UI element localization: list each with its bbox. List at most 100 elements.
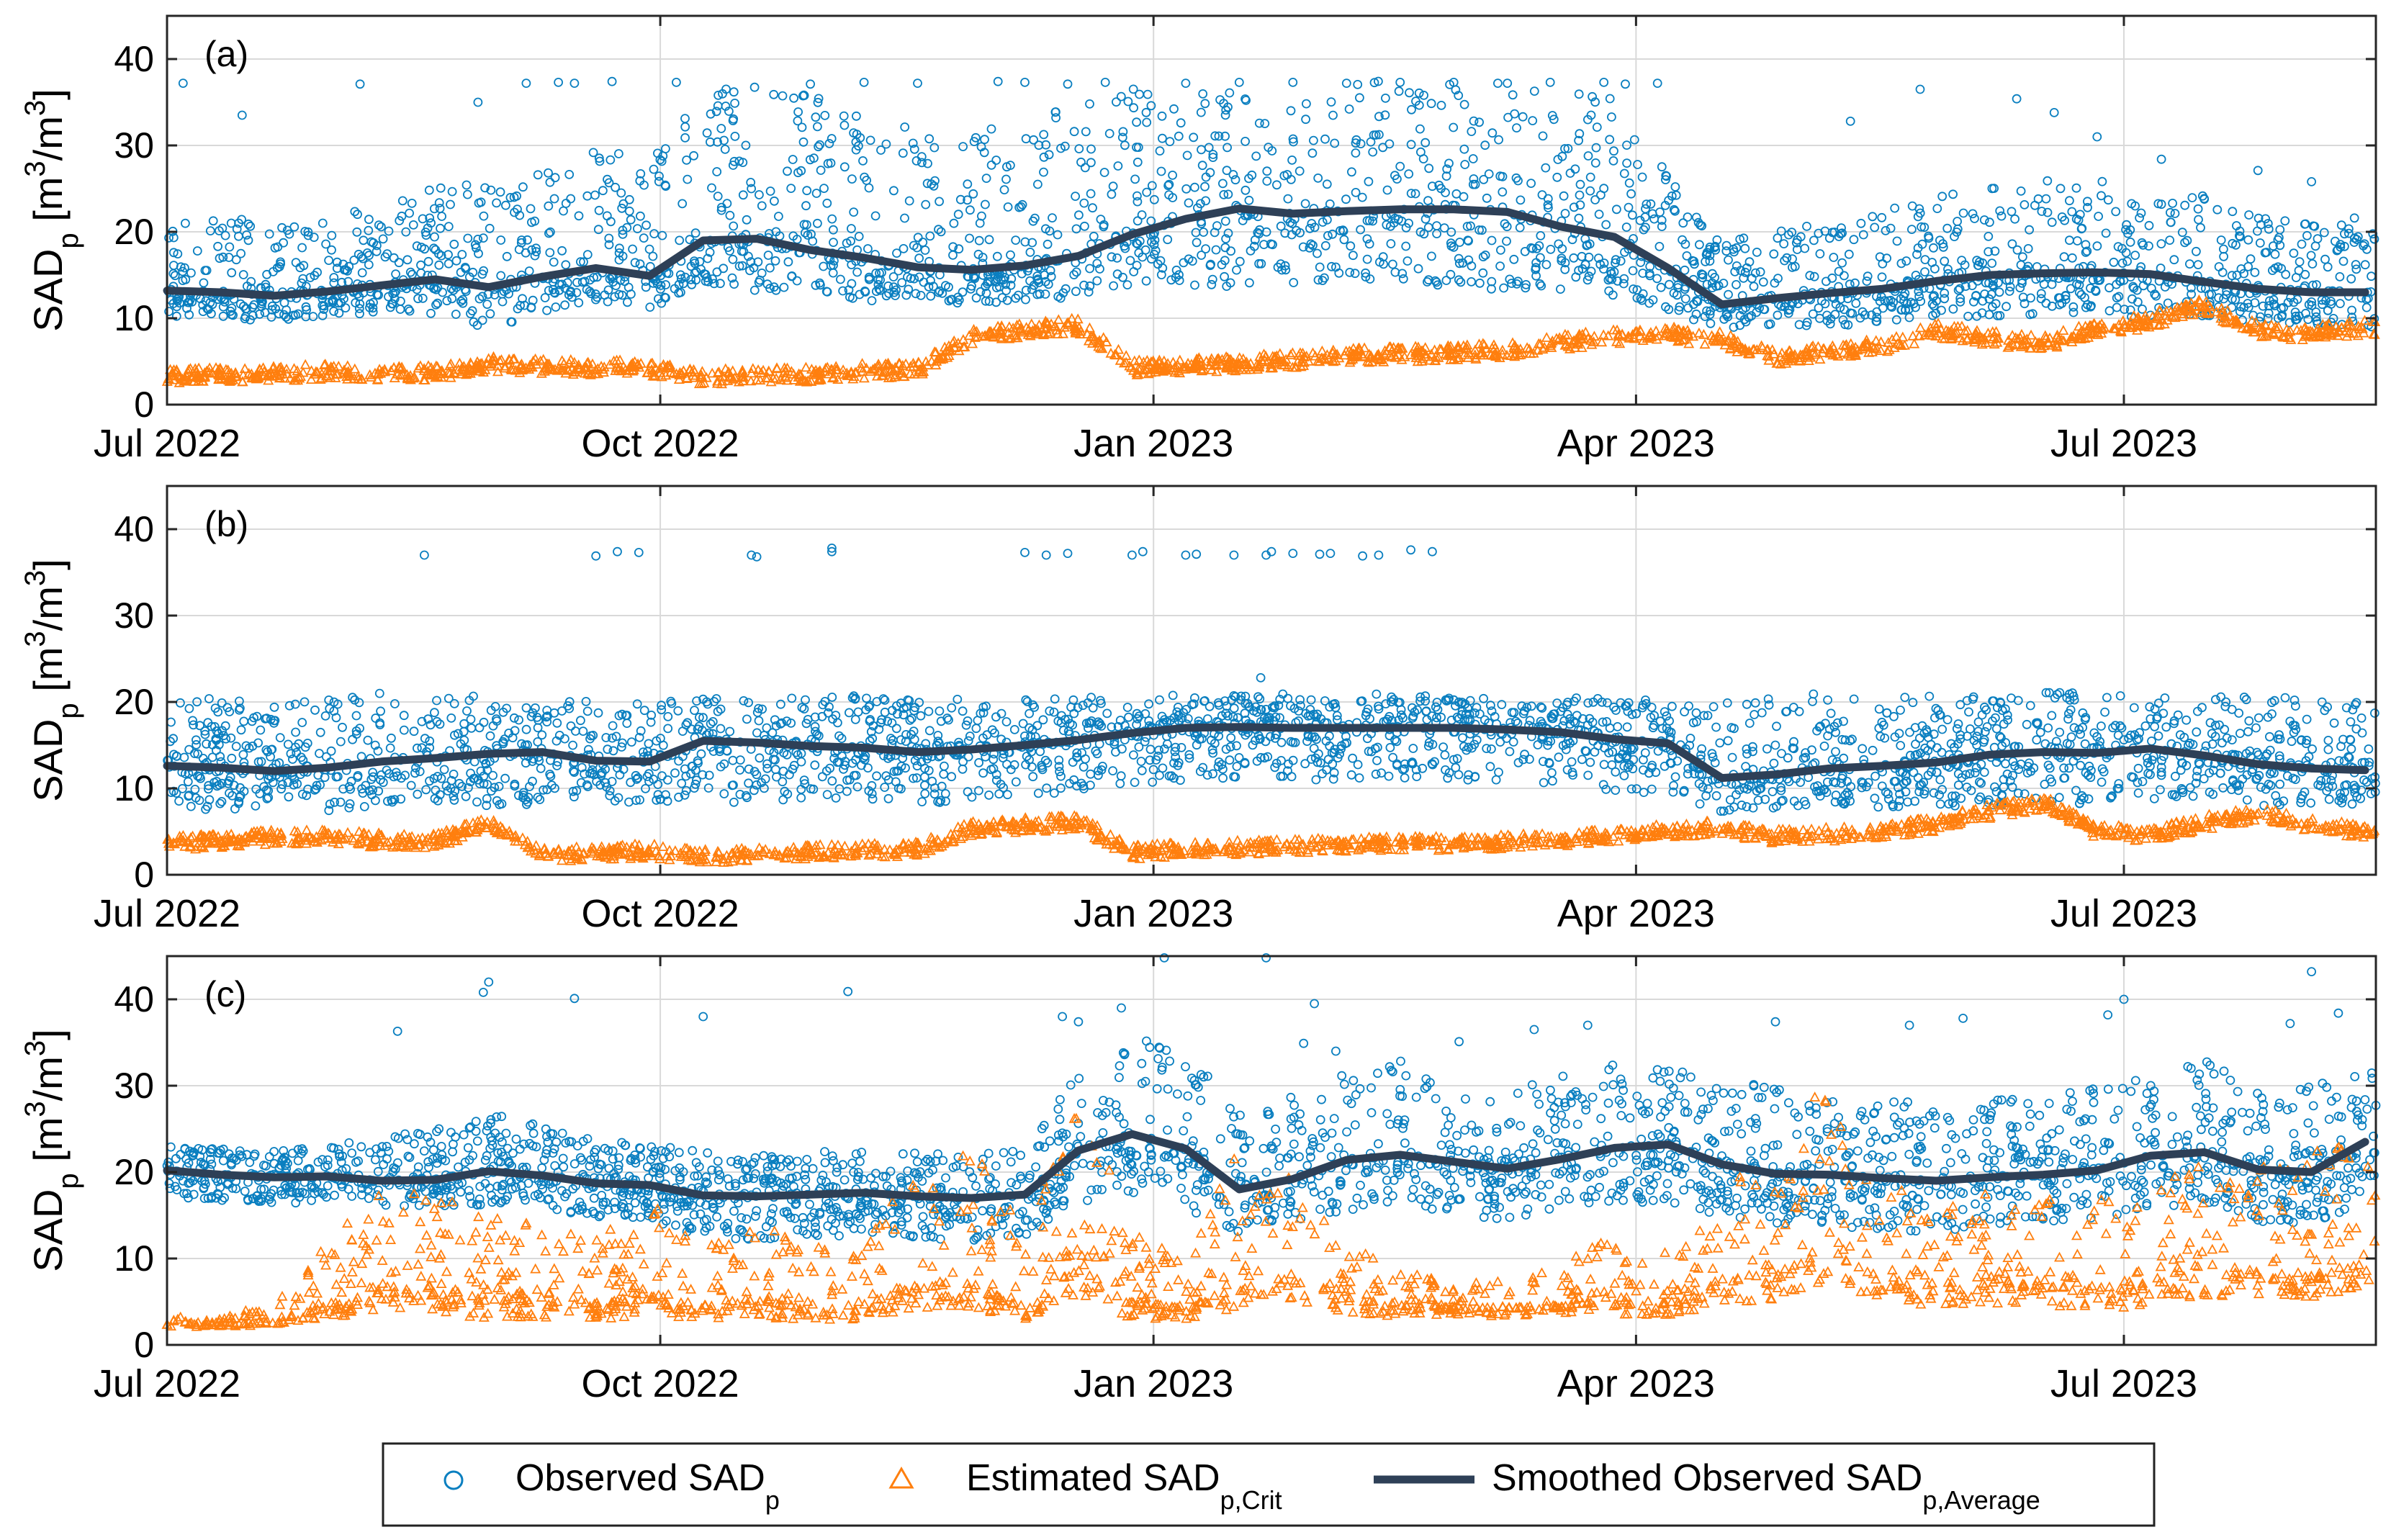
observed-point	[1987, 302, 1997, 312]
observed-point	[389, 253, 399, 263]
observed-point	[1628, 266, 1638, 276]
observed-point	[1940, 288, 1950, 298]
observed-point	[1605, 94, 1615, 104]
observed-point	[720, 144, 730, 154]
observed-point	[1141, 276, 1151, 286]
observed-point	[1220, 216, 1230, 226]
observed-point	[1071, 224, 1081, 234]
observed-point	[770, 256, 780, 266]
observed-point	[357, 268, 367, 278]
observed-point	[2097, 176, 2107, 186]
observed-point	[2104, 283, 2115, 293]
observed-point	[2004, 287, 2014, 296]
observed-point	[702, 128, 712, 138]
observed-point	[1858, 230, 1868, 240]
observed-point	[2081, 302, 2091, 312]
observed-point	[1868, 212, 1878, 222]
observed-point	[953, 210, 963, 220]
observed-point	[1286, 106, 1296, 116]
observed-point	[463, 189, 472, 199]
observed-point	[332, 257, 342, 267]
observed-point	[354, 249, 364, 259]
observed-point	[2086, 302, 2096, 312]
observed-point	[753, 257, 763, 267]
observed-point	[1313, 275, 1323, 285]
observed-point	[1779, 239, 1789, 249]
observed-point	[815, 140, 824, 150]
observed-point	[2275, 240, 2285, 251]
observed-point	[2068, 302, 2079, 312]
observed-point	[1459, 99, 1469, 109]
observed-point	[1740, 243, 1750, 253]
observed-point	[1414, 88, 1424, 98]
observed-point	[560, 300, 569, 310]
observed-point	[2214, 293, 2224, 303]
observed-point	[2244, 210, 2254, 220]
observed-point	[871, 268, 881, 278]
observed-point	[814, 142, 823, 152]
observed-point	[797, 122, 807, 132]
observed-point	[1555, 284, 1565, 294]
observed-point	[1624, 178, 1634, 188]
observed-point	[2005, 282, 2015, 292]
observed-point	[1468, 154, 1478, 163]
observed-point	[1218, 179, 1228, 189]
observed-point	[402, 255, 413, 265]
observed-point	[1374, 76, 1383, 86]
observed-point	[2261, 248, 2271, 257]
y-label-sup1: 3	[19, 161, 51, 176]
observed-point	[1989, 184, 1999, 194]
observed-point	[1214, 131, 1224, 141]
observed-point	[712, 267, 722, 277]
observed-point	[2187, 193, 2197, 203]
observed-point	[1968, 297, 1978, 307]
observed-point	[1158, 133, 1167, 143]
observed-point	[2067, 207, 2077, 217]
observed-point	[1860, 310, 1870, 320]
observed-point	[870, 211, 881, 221]
observed-point	[1232, 265, 1241, 275]
observed-point	[1459, 144, 1469, 154]
observed-point	[208, 216, 218, 226]
observed-point	[407, 198, 417, 208]
observed-point	[1281, 265, 1291, 275]
observed-point	[2360, 260, 2370, 270]
observed-point	[1957, 256, 1967, 266]
y-tick-label: 20	[114, 212, 154, 252]
observed-point	[1482, 193, 1492, 203]
observed-point	[839, 111, 849, 121]
observed-point	[1351, 148, 1361, 158]
observed-point	[2130, 251, 2140, 261]
observed-point	[2311, 307, 2321, 317]
observed-point	[574, 298, 584, 307]
observed-point	[1914, 292, 1924, 302]
observed-point	[713, 90, 723, 100]
observed-point	[1559, 191, 1569, 201]
observed-point	[1701, 256, 1711, 266]
observed-point	[981, 296, 991, 306]
observed-point	[1455, 238, 1464, 247]
observed-point	[1891, 315, 1901, 325]
observed-point	[1529, 86, 1539, 96]
observed-point	[1603, 275, 1613, 285]
observed-point	[457, 250, 467, 259]
observed-point	[623, 297, 632, 307]
observed-point	[544, 228, 554, 238]
observed-point	[1398, 274, 1408, 284]
observed-point	[2291, 273, 2301, 282]
observed-point	[1487, 235, 1497, 246]
observed-point	[811, 112, 821, 122]
observed-point	[1261, 227, 1271, 237]
observed-point	[1911, 270, 1921, 280]
observed-point	[1594, 210, 1604, 220]
observed-point	[436, 183, 446, 193]
observed-point	[1719, 279, 1729, 288]
observed-point	[431, 300, 441, 310]
observed-point	[574, 211, 584, 221]
observed-point	[1283, 194, 1293, 204]
observed-point	[1080, 163, 1090, 173]
x-tick-label: Apr 2023	[1557, 422, 1715, 465]
observed-point	[1636, 258, 1646, 267]
